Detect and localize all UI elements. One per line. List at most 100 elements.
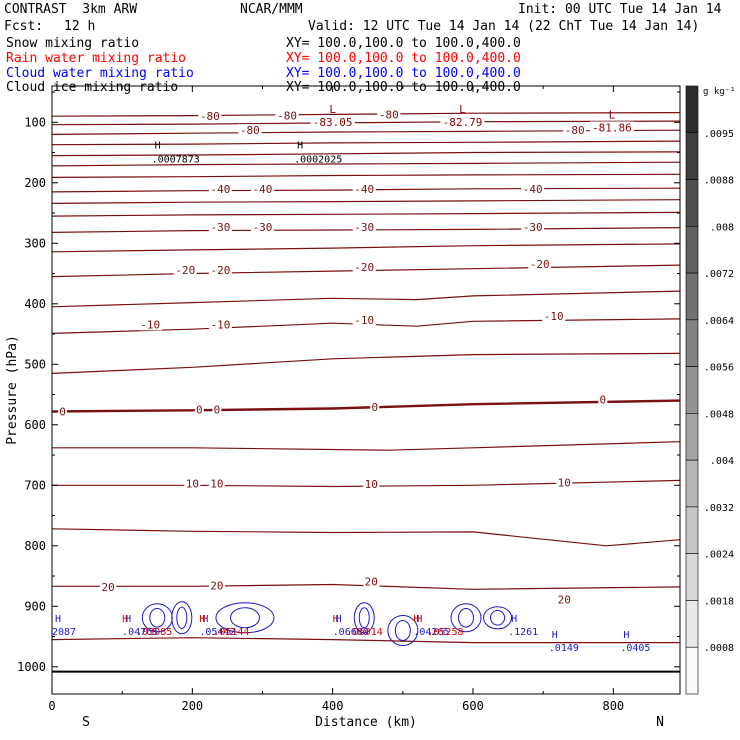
x-tick-label: 0 xyxy=(48,699,55,713)
low-value-bg xyxy=(310,116,355,129)
y-axis-label: Pressure (hPa) xyxy=(5,335,20,445)
low-value: -81.86 xyxy=(592,121,632,134)
isotherm-label-bg xyxy=(556,476,573,489)
cloud-water-high-value: 2087 xyxy=(52,627,76,638)
isotherm-label: -10 xyxy=(210,318,230,331)
south-label: S xyxy=(82,715,90,730)
isotherm-label: 20 xyxy=(102,581,115,594)
y-tick-label: 700 xyxy=(24,478,46,492)
cloud-water-contour xyxy=(353,602,375,634)
x-tick-label: 600 xyxy=(462,699,484,713)
isotherm-contour xyxy=(51,290,681,308)
colorbar-swatch xyxy=(685,459,699,508)
isotherm-label-bg xyxy=(208,477,225,490)
isotherm-label: 20 xyxy=(365,575,378,588)
colorbar-label: .0056 xyxy=(704,363,734,374)
isotherm-label: 10 xyxy=(365,478,378,491)
isotherm-label-bg xyxy=(198,110,222,123)
isotherm-label: -80 xyxy=(200,110,220,123)
x-tick-label: 200 xyxy=(181,699,203,713)
isotherm-label: 10 xyxy=(558,476,571,489)
isotherm-label-bg xyxy=(275,109,299,122)
low-value: -83.05 xyxy=(313,116,353,129)
valid-time: Valid: 12 UTC Tue 14 Jan 14 (22 ChT Tue … xyxy=(308,19,700,34)
legend-xy-cloud-water: XY= 100.0,100.0 to 100.0,400.0 xyxy=(286,66,521,81)
isotherm-contour xyxy=(51,243,681,253)
isotherm-label: 10 xyxy=(186,477,199,490)
rain-high-marker: H xyxy=(122,614,128,625)
y-tick-label: 900 xyxy=(24,599,46,613)
isotherm-label: -10 xyxy=(354,314,374,327)
isotherm-contour xyxy=(51,151,681,157)
isotherm-contour xyxy=(51,140,681,146)
rain-high-value: .06014 xyxy=(347,627,383,638)
isotherm-label-bg xyxy=(208,579,225,592)
cloud-water-contour xyxy=(457,607,474,628)
cloud-water-contour xyxy=(215,602,275,634)
colorbar-label: .0032 xyxy=(704,503,734,514)
colorbar-label: .004 xyxy=(710,456,734,467)
y-tick-label: 500 xyxy=(24,357,46,371)
isotherm-label: 10 xyxy=(210,477,223,490)
fcst-label: Fcst: xyxy=(4,19,44,34)
isotherm-label: -40 xyxy=(354,183,374,196)
legend-xy-cloud-ice: XY= 100.0,100.0 to 100.0,400.0 xyxy=(286,80,521,95)
legend-xy-rain: XY= 100.0,100.0 to 100.0,400.0 xyxy=(286,51,521,66)
rain-high-marker: H xyxy=(333,614,339,625)
isotherm-label: -40 xyxy=(210,183,230,196)
isotherm-label: -30 xyxy=(523,221,543,234)
low-value-bg xyxy=(589,121,634,134)
low-marker: L xyxy=(329,103,336,116)
north-label: N xyxy=(656,715,664,730)
isotherm-label-bg xyxy=(138,318,162,331)
legend-name-snow: Snow mixing ratio xyxy=(6,36,140,51)
isotherm-contour xyxy=(51,112,681,117)
isotherm-contour xyxy=(51,199,681,204)
colorbar-swatch xyxy=(685,600,699,648)
rain-high-value: .03085 xyxy=(136,627,172,638)
cloud-water-high-value: .0149 xyxy=(549,643,579,654)
legend-name-cloud-water: Cloud water mixing ratio xyxy=(6,66,194,81)
plot-frame xyxy=(51,85,681,695)
y-tick-label: 600 xyxy=(24,418,46,432)
y-tick-label: 200 xyxy=(24,176,46,190)
cloud-water-contour xyxy=(171,601,193,635)
isotherm-label-bg xyxy=(370,401,380,414)
cloud-water-contour xyxy=(483,606,513,630)
isotherm-label: -40 xyxy=(523,183,543,196)
rain-high-value: .05144 xyxy=(213,627,249,638)
isotherm-label-bg xyxy=(208,263,232,276)
isotherm-contour xyxy=(51,161,681,167)
cloud-water-high-value: .1261 xyxy=(508,627,538,638)
isotherm-label: -80 xyxy=(240,124,260,137)
isotherm-label: -20 xyxy=(210,264,230,277)
colorbar-label: .0072 xyxy=(704,269,734,280)
cloud-water-high-value: .06680 xyxy=(333,627,369,638)
isotherm-label-bg xyxy=(251,182,275,195)
cloud-water-contour xyxy=(149,607,166,628)
cloud-water-high-value: .04265 xyxy=(413,627,449,638)
isotherm-contour xyxy=(51,211,681,217)
isotherm-label-bg xyxy=(542,309,566,322)
low-marker: L xyxy=(609,108,616,121)
colorbar-swatch xyxy=(685,272,699,321)
low-marker: L xyxy=(459,103,466,116)
isotherm-contour xyxy=(51,129,681,135)
legend-xy-snow: XY= 100.0,100.0 to 100.0,400.0 xyxy=(286,36,521,51)
fcst-value: 12 h xyxy=(64,19,96,34)
isotherm-label-bg xyxy=(377,108,401,121)
cloud-water-contour xyxy=(229,607,260,629)
y-tick-label: 400 xyxy=(24,297,46,311)
legend-name-rain: Rain water mixing ratio xyxy=(6,51,187,66)
isotherm-label: 0 xyxy=(59,405,66,418)
low-value-bg xyxy=(440,116,485,129)
colorbar-swatch xyxy=(685,85,699,134)
isotherm-label-bg xyxy=(238,124,262,137)
isotherm-label: -30 xyxy=(253,221,273,234)
isotherm-label-bg xyxy=(184,477,201,490)
isotherm-contour xyxy=(51,173,681,178)
y-tick-label: 1000 xyxy=(17,660,46,674)
org-label: NCAR/MMM xyxy=(240,2,303,17)
colorbar-swatch xyxy=(685,226,699,274)
cloud-water-high-marker: H xyxy=(416,614,422,625)
